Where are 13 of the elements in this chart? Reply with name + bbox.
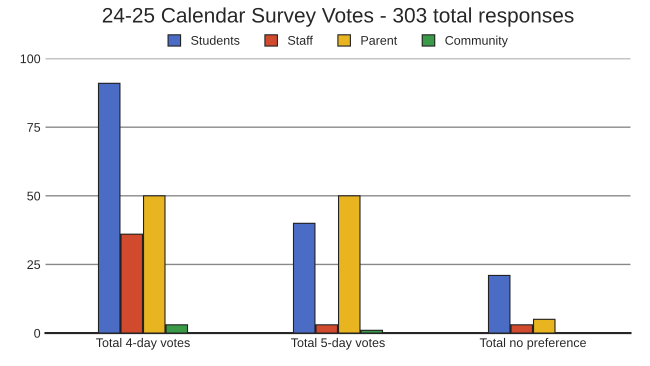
legend-label: Staff [288, 36, 313, 45]
y-tick-label: 25 [27, 260, 40, 270]
y-tick-label: 100 [20, 54, 40, 64]
x-tick-label: Total 4-day votes [96, 338, 190, 350]
legend-label: Community [445, 36, 508, 48]
y-tick-label: 75 [27, 123, 40, 132]
legend-label: Parent [361, 36, 398, 45]
legend-label: Students [191, 36, 240, 45]
chart-title: 24-25 Calendar Survey Votes - 303 total responses [102, 7, 574, 27]
y-tick-label: 50 [27, 192, 40, 200]
y-tick-label: 0 [34, 328, 40, 338]
x-tick-label: Total 5-day votes [291, 338, 385, 350]
x-tick-label: Total no preference [480, 338, 586, 350]
